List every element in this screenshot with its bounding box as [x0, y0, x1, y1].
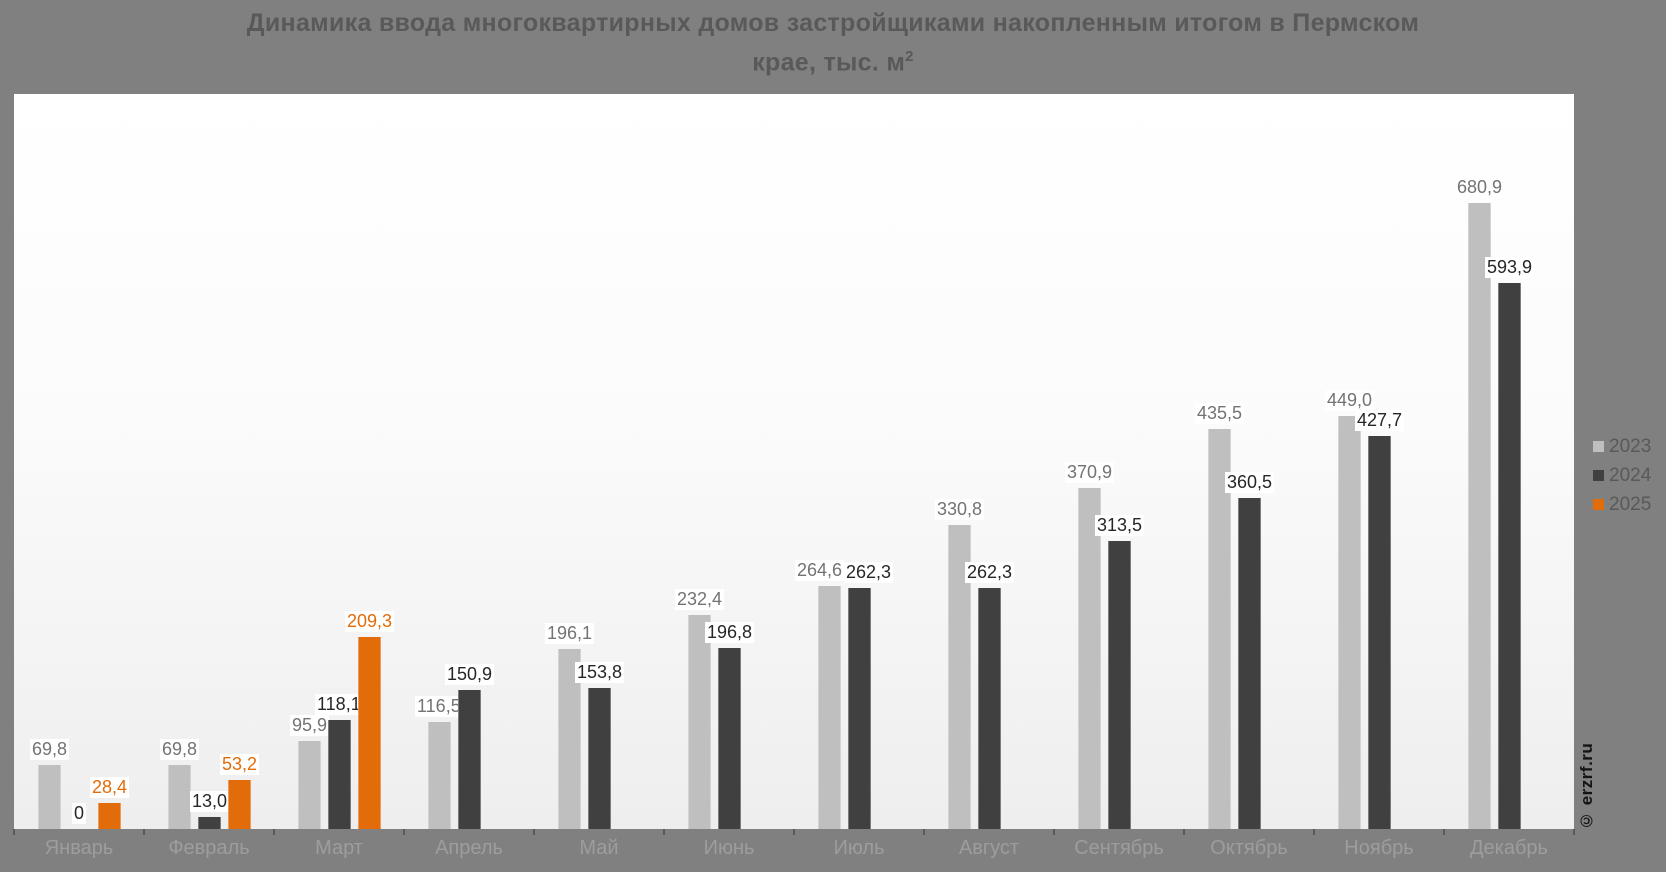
bar-2023-Апрель: [428, 722, 451, 829]
bar-value-label-2023-Ноябрь: 449,0: [1325, 390, 1375, 411]
legend-item-2025: 2025: [1593, 490, 1651, 519]
bar-2024-Август: [978, 588, 1001, 829]
bar-2023-Январь: [38, 765, 61, 829]
chart-title-superscript: 2: [905, 48, 914, 65]
bar-2024-Февраль: [198, 817, 221, 829]
bar-value-label-2023-Февраль: 69,8: [160, 739, 200, 760]
chart-title-line2-text: крае, тыс. м: [752, 48, 906, 77]
bar-2023-Май: [558, 649, 581, 829]
chart-title-line1: Динамика ввода многоквартирных домов зас…: [246, 9, 1420, 37]
bar-2023-Октябрь: [1208, 429, 1231, 829]
bar-value-label-2024-Апрель: 150,9: [445, 664, 495, 685]
chart-title-line2: крае, тыс. м2: [0, 40, 1666, 79]
axis-tick: [273, 829, 275, 835]
x-axis-label-Февраль: Февраль: [168, 837, 250, 859]
bar-2023-Июнь: [688, 615, 711, 829]
axis-tick: [923, 829, 925, 835]
legend-item-2023: 2023: [1593, 432, 1651, 461]
bar-value-label-2023-Апрель: 116,5: [415, 696, 463, 717]
bar-value-label-2024-Август: 262,3: [965, 562, 1015, 583]
x-axis-label-Сентябрь: Сентябрь: [1074, 837, 1164, 859]
axis-tick: [793, 829, 795, 835]
axis-tick: [403, 829, 405, 835]
bar-2023-Август: [948, 525, 971, 829]
bar-value-label-2024-Май: 153,8: [575, 662, 625, 683]
legend-swatch-2023: [1593, 441, 1604, 452]
legend-swatch-2025: [1593, 499, 1604, 510]
bar-value-label-2023-Июнь: 232,4: [675, 589, 725, 610]
x-axis-label-Январь: Январь: [44, 837, 114, 859]
legend-item-2024: 2024: [1593, 461, 1651, 490]
axis-tick: [663, 829, 665, 835]
bar-2024-Май: [588, 688, 611, 829]
bar-value-label-2024-Июль: 262,3: [844, 562, 894, 583]
bar-value-label-2024-Март: 118,1: [315, 694, 363, 715]
bar-2024-Декабрь: [1498, 283, 1521, 829]
legend-label-2024: 2024: [1609, 464, 1652, 486]
bar-2023-Июль: [818, 586, 841, 829]
bar-2024-Март: [328, 720, 351, 829]
bar-value-label-2024-Декабрь: 593,9: [1485, 257, 1535, 278]
x-axis-labels: Январь Февраль Март Апрель Май Июнь Июль Август…: [14, 829, 1574, 872]
chart-title: Динамика ввода многоквартирных домов зас…: [0, 7, 1666, 79]
legend-label-2025: 2025: [1609, 493, 1652, 515]
bar-2024-Апрель: [458, 690, 481, 829]
bar-2023-Декабрь: [1468, 203, 1491, 829]
bar-2024-Октябрь: [1238, 498, 1261, 829]
bar-value-label-2025-Февраль: 53,2: [220, 754, 260, 775]
x-axis-label-Декабрь: Декабрь: [1470, 837, 1548, 859]
legend: 2023 2024 2025: [1593, 432, 1651, 519]
bar-value-label-2023-Октябрь: 435,5: [1195, 403, 1245, 424]
bar-value-label-2024-Июнь: 196,8: [705, 622, 755, 643]
watermark: © erzrf.ru: [1577, 742, 1596, 830]
x-axis-label-Апрель: Апрель: [435, 837, 503, 859]
bar-value-label-2023-Март: 95,9: [290, 715, 330, 736]
axis-tick: [533, 829, 535, 835]
bar-2024-Июль: [848, 588, 871, 829]
bar-2024-Июнь: [718, 648, 741, 829]
plot-area: 69,8 69,8 95,9 116,5 196,1 232,4 264,6 330,8 370…: [14, 94, 1574, 829]
bar-2024-Сентябрь: [1108, 541, 1131, 829]
axis-tick: [1573, 829, 1575, 835]
bar-value-label-2025-Март: 209,3: [345, 611, 395, 632]
axis-tick: [13, 829, 15, 835]
bar-value-label-2023-Сентябрь: 370,9: [1065, 462, 1115, 483]
x-axis-label-Март: Март: [315, 837, 363, 859]
x-axis-label-Октябрь: Октябрь: [1210, 837, 1288, 859]
bar-2023-Сентябрь: [1078, 488, 1101, 829]
x-axis-ticks: [13, 829, 1576, 836]
bar-value-label-2023-Январь: 69,8: [30, 739, 70, 760]
bar-value-label-2024-Ноябрь: 427,7: [1355, 410, 1405, 431]
legend-swatch-2024: [1593, 470, 1604, 481]
bar-value-label-2025-Январь: 28,4: [90, 777, 130, 798]
axis-tick: [1053, 829, 1055, 835]
bar-2023-Февраль: [168, 765, 191, 829]
bar-value-label-2024-Сентябрь: 313,5: [1095, 515, 1145, 536]
bar-2025-Февраль: [228, 780, 251, 829]
x-axis-label-Ноябрь: Ноябрь: [1344, 837, 1414, 859]
bar-value-label-2023-Декабрь: 680,9: [1455, 177, 1505, 198]
bar-value-label-2023-Июль: 264,6: [795, 560, 845, 581]
bar-value-label-2024-Январь: 0: [72, 803, 87, 824]
axis-tick: [1443, 829, 1445, 835]
bar-2023-Март: [298, 741, 321, 829]
bar-2025-Март: [358, 637, 381, 829]
axis-tick: [1183, 829, 1185, 835]
bar-2024-Ноябрь: [1368, 436, 1391, 829]
axis-tick: [143, 829, 145, 835]
x-axis-label-Август: Август: [958, 837, 1020, 859]
x-axis-label-Июль: Июль: [833, 837, 885, 859]
bar-value-label-2023-Август: 330,8: [935, 499, 985, 520]
x-axis-label-Июнь: Июнь: [703, 837, 755, 859]
axis-tick: [1313, 829, 1315, 835]
bar-2025-Январь: [98, 803, 121, 829]
x-axis-label-Май: Май: [579, 837, 619, 859]
bar-value-label-2023-Май: 196,1: [545, 623, 595, 644]
bar-2023-Ноябрь: [1338, 416, 1361, 829]
legend-label-2023: 2023: [1609, 435, 1652, 457]
bar-value-label-2024-Февраль: 13,0: [190, 791, 230, 812]
bar-value-label-2024-Октябрь: 360,5: [1225, 472, 1275, 493]
